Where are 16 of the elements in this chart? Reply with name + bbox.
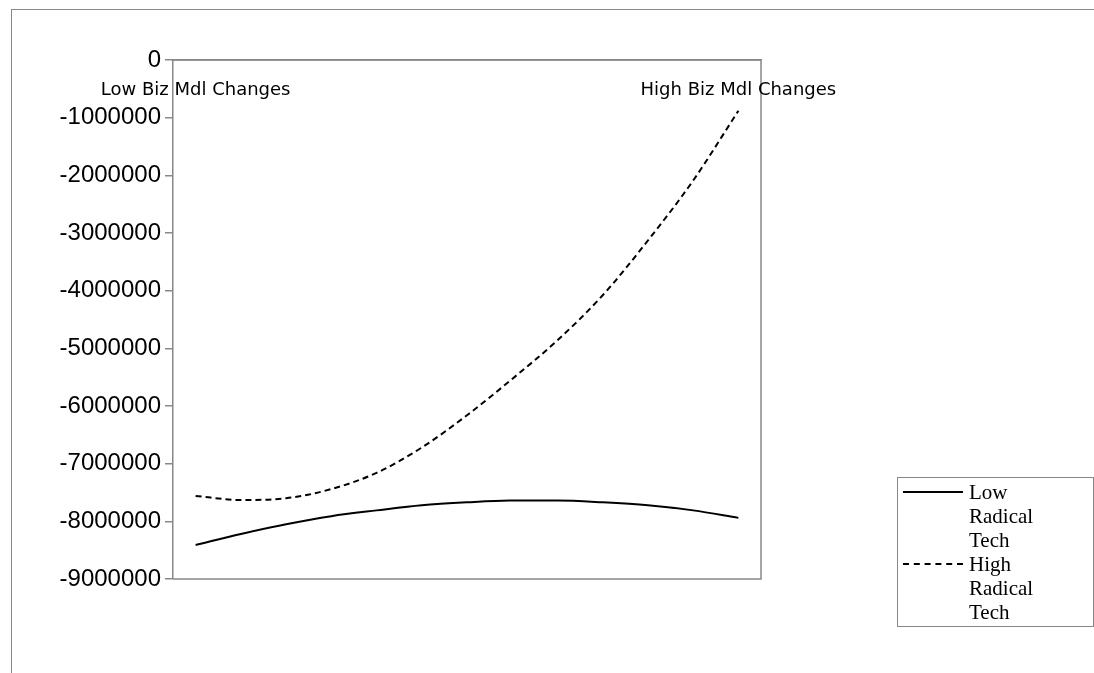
- y-tick-label: -7000000: [59, 448, 161, 476]
- y-tick-label: -1000000: [59, 102, 161, 130]
- x-tick-label: Low Biz Mdl Changes: [100, 77, 291, 99]
- y-tick-label: -3000000: [59, 217, 161, 245]
- y-tick-label: -2000000: [59, 159, 161, 187]
- legend-label: High Radical Tech: [969, 552, 1035, 624]
- y-tick-label: -5000000: [59, 332, 161, 360]
- x-tick-label: High Biz Mdl Changes: [640, 77, 837, 99]
- legend-label: Low Radical Tech: [969, 480, 1035, 552]
- y-tick-label: -6000000: [59, 390, 161, 418]
- y-tick-label: -4000000: [59, 275, 161, 303]
- line-series: [194, 109, 740, 501]
- y-tick-label: -8000000: [59, 505, 161, 533]
- y-tick-label: -9000000: [59, 563, 161, 591]
- y-tick-label: 0: [147, 44, 161, 72]
- line-series: [194, 499, 740, 546]
